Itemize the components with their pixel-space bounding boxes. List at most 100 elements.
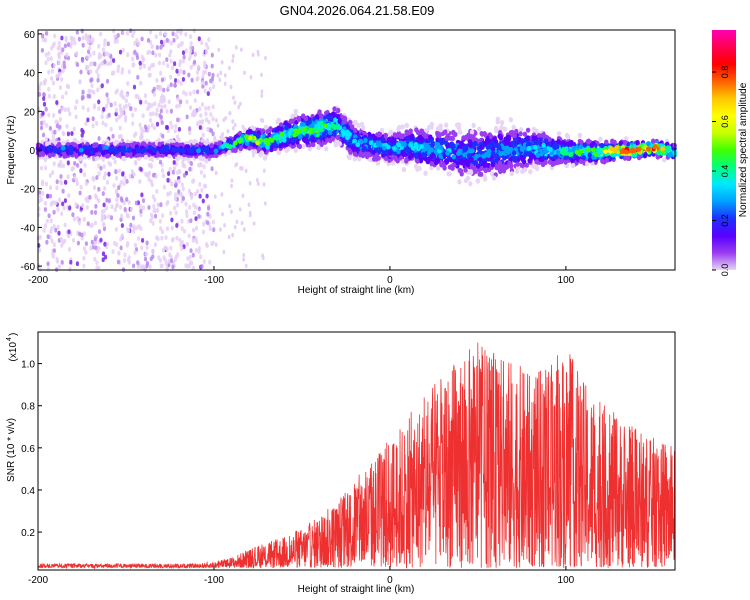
noise-point: [103, 241, 107, 247]
noise-point: [154, 174, 158, 179]
noise-point: [53, 129, 57, 135]
noise-point: [166, 84, 170, 90]
noise-point: [244, 168, 248, 173]
noise-point: [188, 126, 192, 132]
noise-point: [116, 68, 120, 74]
noise-point: [138, 122, 142, 128]
noise-point: [174, 124, 178, 129]
noise-point: [125, 179, 129, 184]
noise-point: [207, 71, 211, 77]
noise-point: [90, 239, 94, 245]
noise-point: [189, 160, 193, 166]
spectral-point: [578, 158, 584, 164]
noise-point: [62, 60, 66, 66]
noise-point: [203, 64, 207, 69]
noise-point: [226, 129, 230, 134]
noise-point: [129, 106, 133, 112]
noise-point: [93, 210, 98, 215]
noise-point: [204, 80, 208, 86]
noise-point: [80, 28, 84, 34]
noise-point: [48, 125, 53, 131]
noise-point: [122, 181, 126, 187]
noise-point: [45, 123, 49, 128]
noise-point: [125, 92, 129, 98]
noise-point: [170, 237, 175, 243]
spectral-point: [579, 139, 584, 145]
noise-point: [201, 80, 205, 85]
spectral-point: [493, 125, 499, 131]
noise-point: [72, 216, 77, 222]
noise-point: [160, 120, 164, 125]
noise-point: [97, 198, 101, 204]
noise-point: [200, 119, 205, 124]
noise-point: [170, 181, 174, 187]
noise-point: [82, 263, 86, 269]
noise-point: [75, 178, 79, 183]
noise-point: [193, 191, 197, 197]
spectral-point: [283, 120, 288, 127]
noise-point: [66, 174, 70, 180]
noise-point: [231, 232, 235, 238]
noise-point: [122, 105, 126, 111]
noise-point: [55, 73, 59, 79]
noise-point: [180, 218, 184, 224]
noise-point: [106, 52, 111, 58]
noise-point: [143, 124, 147, 130]
noise-point: [203, 60, 207, 66]
noise-point: [133, 40, 137, 46]
noise-point: [101, 47, 106, 52]
noise-point: [112, 58, 116, 63]
noise-point: [134, 160, 138, 166]
noise-point: [43, 78, 48, 83]
noise-point: [57, 162, 61, 168]
noise-point: [175, 34, 179, 40]
spectral-point: [293, 147, 298, 153]
noise-point: [65, 124, 69, 129]
noise-point: [136, 260, 140, 265]
noise-point: [156, 202, 160, 208]
spectral-point: [457, 168, 463, 174]
noise-point: [108, 162, 113, 167]
noise-point: [73, 105, 78, 111]
noise-point: [195, 70, 200, 75]
noise-point: [204, 106, 208, 111]
noise-point: [230, 178, 234, 183]
noise-point: [204, 158, 208, 164]
spectral-point: [390, 160, 396, 166]
noise-point: [178, 62, 182, 68]
noise-point: [166, 191, 170, 197]
noise-point: [121, 171, 125, 177]
spectral-point: [598, 136, 603, 142]
noise-point: [248, 212, 252, 218]
spectrogram-marks: [35, 28, 677, 272]
noise-point: [74, 202, 78, 207]
noise-point: [86, 34, 91, 40]
noise-point: [101, 191, 105, 197]
noise-point: [251, 52, 255, 58]
spectral-point: [263, 124, 269, 130]
noise-point: [82, 172, 87, 178]
noise-point: [117, 185, 121, 191]
noise-point: [70, 166, 74, 172]
noise-point: [150, 103, 154, 108]
noise-point: [116, 33, 120, 38]
noise-point: [46, 261, 50, 267]
noise-point: [74, 114, 78, 120]
noise-point: [262, 182, 266, 187]
spectral-point: [492, 175, 497, 181]
noise-point: [162, 39, 166, 45]
noise-point: [43, 37, 48, 43]
noise-point: [242, 252, 246, 258]
noise-point: [185, 213, 189, 219]
noise-point: [153, 197, 157, 203]
spectral-point: [414, 157, 419, 163]
noise-point: [143, 93, 148, 99]
noise-point: [138, 60, 142, 66]
noise-point: [197, 214, 201, 219]
noise-point: [123, 175, 127, 181]
noise-point: [102, 164, 106, 170]
noise-point: [168, 53, 172, 58]
noise-point: [211, 240, 215, 246]
noise-point: [185, 114, 189, 120]
